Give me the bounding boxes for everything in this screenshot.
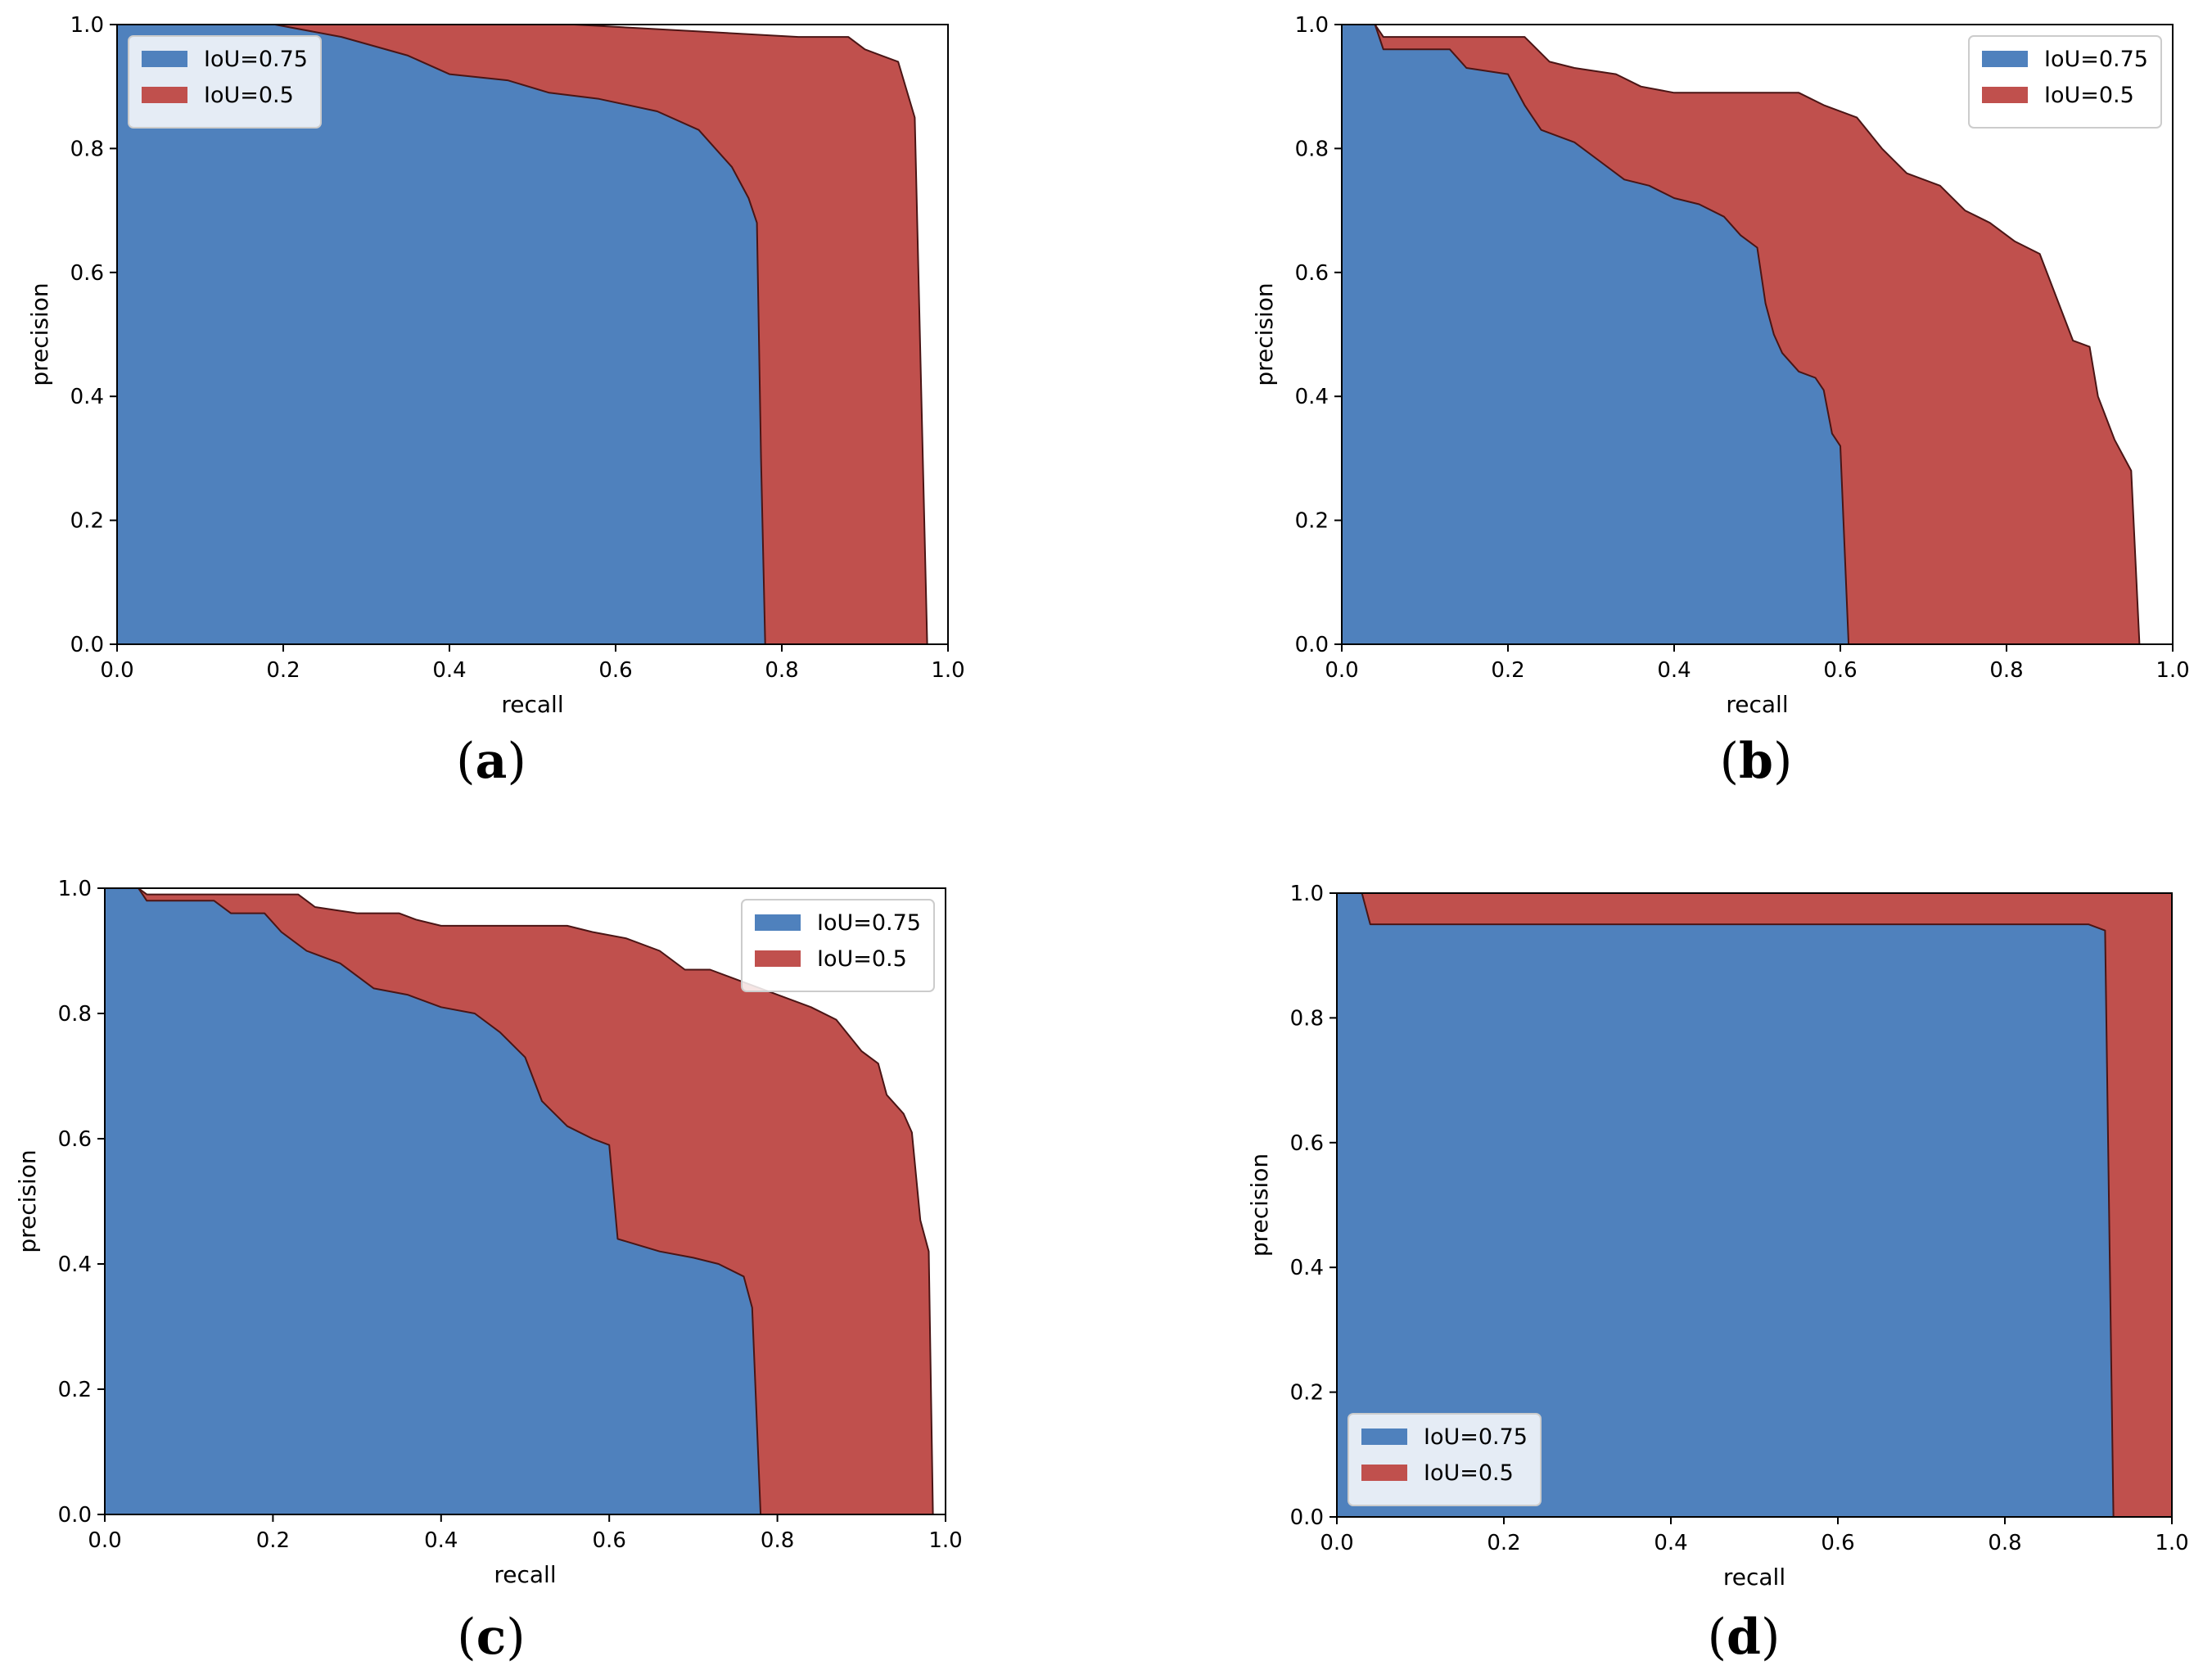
axes-frame — [116, 24, 949, 645]
legend-label-iou05: IoU=0.5 — [817, 946, 907, 972]
x-tick-label: 0.2 — [256, 1528, 290, 1553]
caption-d: (d) — [1707, 1609, 1781, 1666]
axes-frame — [104, 887, 946, 1515]
legend: IoU=0.75 IoU=0.5 — [128, 35, 322, 129]
legend-label-iou075: IoU=0.75 — [1424, 1424, 1528, 1450]
y-tick-label: 1.0 — [58, 877, 92, 901]
legend-label-iou05: IoU=0.5 — [204, 83, 294, 108]
x-tick-label: 0.4 — [424, 1528, 458, 1553]
x-tick-label: 1.0 — [928, 1528, 962, 1553]
x-tick-label: 0.4 — [1657, 658, 1691, 683]
axes-frame — [1341, 24, 2174, 645]
axes-frame — [1336, 892, 2173, 1518]
x-tick-label: 0.6 — [1823, 658, 1857, 683]
legend-swatch-iou05 — [755, 950, 801, 967]
legend-label-iou075: IoU=0.75 — [817, 910, 921, 936]
y-tick-label: 0.2 — [1290, 1381, 1324, 1406]
legend-swatch-iou075 — [1361, 1429, 1407, 1445]
y-tick-label: 1.0 — [1295, 13, 1329, 38]
legend: IoU=0.75 IoU=0.5 — [741, 899, 935, 992]
x-tick-label: 0.8 — [765, 658, 798, 683]
y-tick-label: 0.4 — [58, 1252, 92, 1277]
y-tick-label: 1.0 — [1290, 882, 1324, 906]
x-tick-label: 0.4 — [432, 658, 466, 683]
y-axis-label: precision — [1246, 1153, 1273, 1257]
caption-a-letter: a — [475, 733, 508, 790]
y-tick-label: 0.6 — [1290, 1131, 1324, 1156]
y-tick-label: 0.8 — [58, 1002, 92, 1027]
x-tick-label: 0.0 — [1320, 1531, 1353, 1555]
y-tick-label: 1.0 — [70, 13, 104, 38]
caption-b: (b) — [1719, 733, 1793, 790]
y-tick-label: 0.0 — [58, 1503, 92, 1528]
y-tick-label: 0.6 — [70, 261, 104, 286]
x-axis-label: recall — [1723, 1564, 1785, 1591]
x-tick-label: 0.6 — [1821, 1531, 1854, 1555]
legend: IoU=0.75 IoU=0.5 — [1348, 1413, 1542, 1506]
area-series-iou075 — [116, 24, 949, 645]
legend-swatch-iou075 — [142, 51, 187, 67]
x-tick-label: 0.0 — [1325, 658, 1358, 683]
x-tick-label: 0.8 — [1989, 658, 2023, 683]
y-axis-label: precision — [26, 282, 53, 386]
x-tick-label: 0.6 — [593, 1528, 626, 1553]
x-tick-label: 1.0 — [2155, 1531, 2188, 1555]
x-tick-label: 1.0 — [931, 658, 964, 683]
x-tick-label: 0.2 — [1487, 1531, 1520, 1555]
x-tick-label: 0.8 — [761, 1528, 794, 1553]
x-axis-label: recall — [494, 1561, 556, 1588]
x-tick-label: 0.0 — [88, 1528, 121, 1553]
legend-swatch-iou075 — [1982, 51, 2028, 67]
legend-swatch-iou05 — [1361, 1465, 1407, 1481]
caption-c-letter: c — [476, 1609, 507, 1666]
y-tick-label: 0.4 — [1295, 385, 1329, 409]
y-tick-label: 0.8 — [70, 137, 104, 161]
y-tick-label: 0.6 — [58, 1127, 92, 1152]
y-tick-label: 0.8 — [1295, 137, 1329, 161]
x-axis-label: recall — [1726, 691, 1788, 718]
legend-label-iou075: IoU=0.75 — [204, 47, 308, 72]
caption-b-letter: b — [1739, 733, 1773, 790]
x-tick-label: 0.2 — [266, 658, 300, 683]
y-tick-label: 0.8 — [1290, 1006, 1324, 1031]
area-series-iou075 — [1341, 24, 2174, 645]
legend-label-iou05: IoU=0.5 — [1424, 1460, 1514, 1486]
x-axis-label: recall — [501, 691, 563, 718]
y-tick-label: 0.6 — [1295, 261, 1329, 286]
chart-panel-c: 0.0 0.2 0.4 0.6 0.8 1.0 0.0 0.2 0.4 0.6 0.8 1.0 reca… — [14, 877, 963, 1588]
x-tick-label: 0.4 — [1654, 1531, 1687, 1555]
y-tick-label: 0.2 — [70, 509, 104, 534]
x-tick-label: 0.0 — [100, 658, 133, 683]
y-tick-label: 0.0 — [1295, 633, 1329, 657]
y-tick-label: 0.2 — [1295, 509, 1329, 534]
legend-swatch-iou05 — [1982, 87, 2028, 103]
chart-panel-d: 0.0 0.2 0.4 0.6 0.8 1.0 0.0 0.2 0.4 0.6 0.8 1.0 reca… — [1246, 882, 2189, 1591]
legend-label-iou05: IoU=0.5 — [2044, 83, 2134, 108]
y-tick-label: 0.4 — [1290, 1256, 1324, 1280]
x-tick-label: 1.0 — [2156, 658, 2189, 683]
caption-c: (c) — [457, 1609, 526, 1666]
y-axis-label: precision — [14, 1149, 41, 1252]
legend-label-iou075: IoU=0.75 — [2044, 47, 2148, 72]
legend-swatch-iou05 — [142, 87, 187, 103]
y-axis-label: precision — [1251, 282, 1278, 386]
x-tick-label: 0.2 — [1491, 658, 1524, 683]
y-tick-label: 0.0 — [1290, 1505, 1324, 1530]
legend-swatch-iou075 — [755, 914, 801, 931]
caption-a: (a) — [456, 733, 526, 790]
x-tick-label: 0.6 — [598, 658, 632, 683]
area-series-iou075 — [104, 887, 946, 1515]
chart-panel-b: 0.0 0.2 0.4 0.6 0.8 1.0 0.0 0.2 0.4 0.6 0.8 1.0 reca… — [1251, 13, 2190, 718]
chart-panel-a: 0.0 0.2 0.4 0.6 0.8 1.0 0.0 0.2 0.4 0.6 0.8 1.0 reca… — [26, 13, 965, 718]
y-tick-label: 0.4 — [70, 385, 104, 409]
y-tick-label: 0.2 — [58, 1378, 92, 1402]
x-tick-label: 0.8 — [1988, 1531, 2021, 1555]
legend: IoU=0.75 IoU=0.5 — [1968, 35, 2162, 129]
y-tick-label: 0.0 — [70, 633, 104, 657]
caption-d-letter: d — [1727, 1609, 1761, 1666]
